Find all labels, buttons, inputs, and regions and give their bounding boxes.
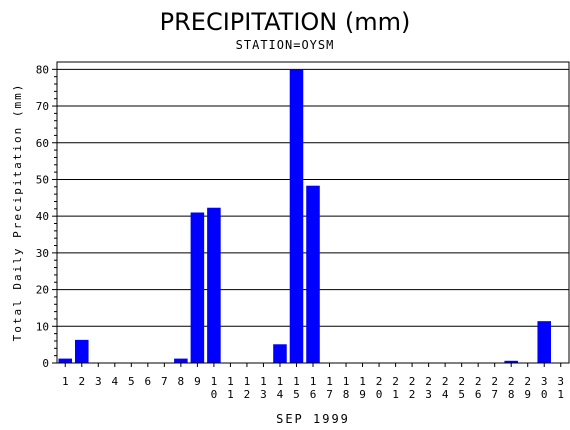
x-axis: 1 2 3 4 5 6 7 8 9 1 01 11 21 31 41 51 61 71 81 92 02 12 22 32 42… bbox=[62, 363, 564, 401]
bar bbox=[273, 344, 287, 363]
bar bbox=[58, 358, 73, 363]
y-tick-label: 80 bbox=[36, 63, 49, 76]
bar bbox=[289, 69, 304, 363]
x-tick-label: 6 bbox=[145, 375, 152, 388]
x-tick-label: 2 bbox=[78, 375, 85, 388]
x-tick-label: 5 bbox=[128, 375, 135, 388]
x-tick-label: 8 bbox=[178, 375, 185, 388]
y-axis-label: Total Daily Precipitation (mm) bbox=[11, 83, 24, 342]
y-tick-label: 30 bbox=[36, 247, 49, 260]
x-tick-label: 1 bbox=[62, 375, 69, 388]
bar bbox=[75, 339, 89, 363]
bars bbox=[58, 69, 551, 363]
x-tick-label: 9 bbox=[194, 375, 201, 388]
y-tick-label: 60 bbox=[36, 137, 49, 150]
x-tick-label: 7 bbox=[161, 375, 168, 388]
y-tick-label: 70 bbox=[36, 100, 49, 113]
y-tick-label: 0 bbox=[42, 357, 49, 370]
x-tick-label: 3 bbox=[95, 375, 102, 388]
chart-title: PRECIPITATION (mm) bbox=[160, 8, 411, 36]
y-axis: 0 10 20 30 40 50 60 70 80 bbox=[36, 63, 57, 370]
y-tick-label: 40 bbox=[36, 210, 49, 223]
bar bbox=[190, 212, 205, 363]
y-tick-label: 10 bbox=[36, 320, 49, 333]
bar bbox=[504, 360, 518, 363]
bar bbox=[306, 185, 320, 363]
bar bbox=[537, 321, 551, 363]
y-tick-label: 50 bbox=[36, 173, 49, 186]
x-tick-label: 4 bbox=[111, 375, 118, 388]
chart-subtitle: STATION=OYSM bbox=[236, 38, 335, 52]
x-axis-label: SEP 1999 bbox=[276, 412, 350, 426]
y-tick-label: 20 bbox=[36, 284, 49, 297]
bar bbox=[174, 358, 188, 363]
bar bbox=[207, 207, 221, 363]
